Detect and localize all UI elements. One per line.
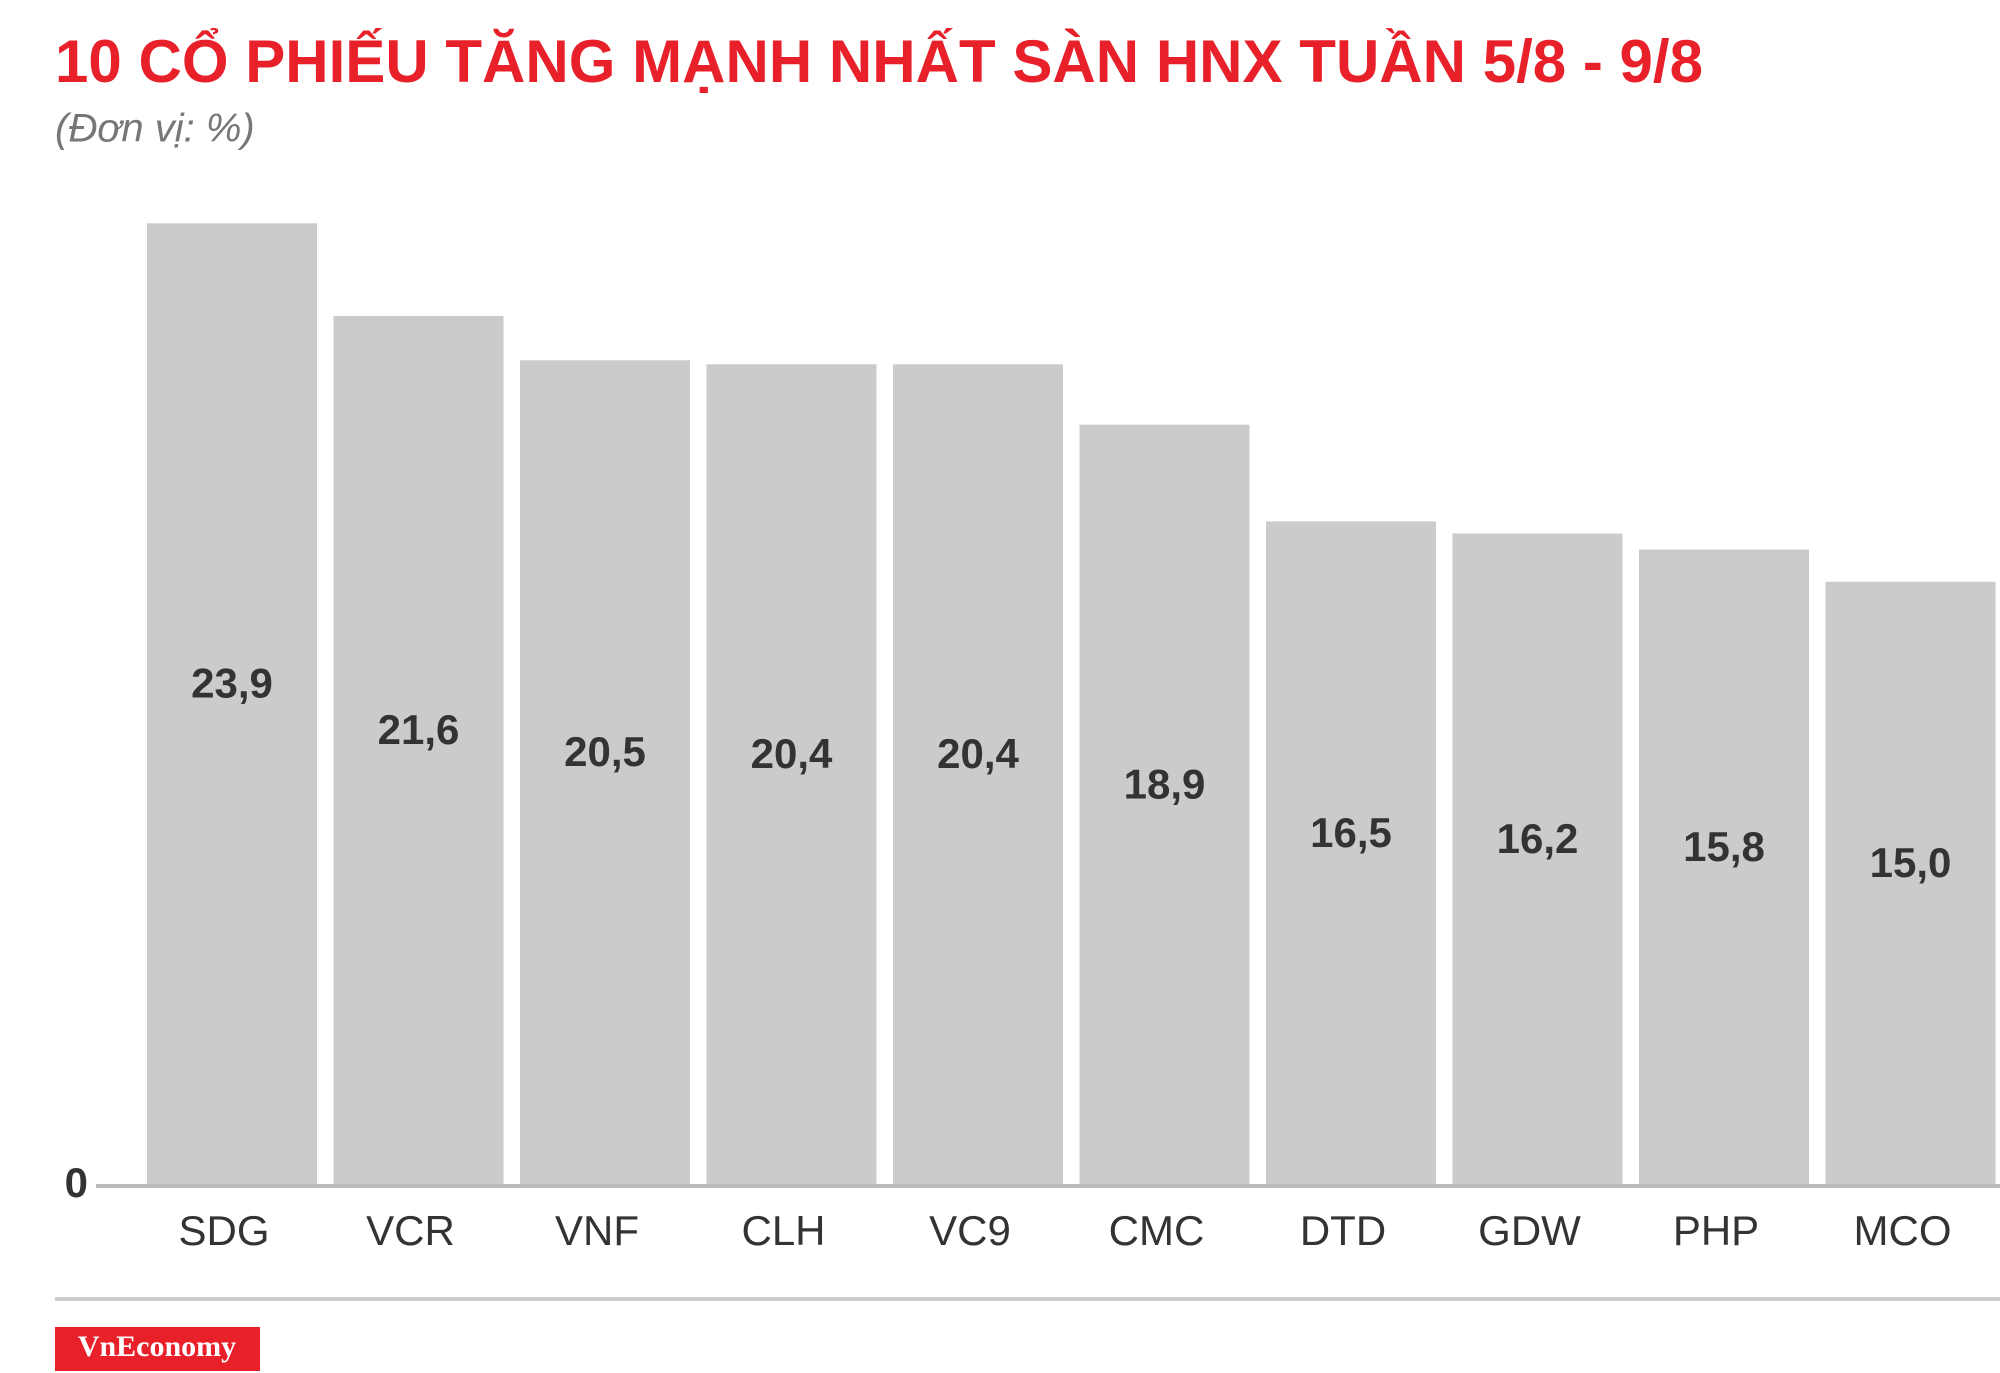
- x-tick-label: VCR: [366, 1207, 455, 1254]
- value-label: 20,5: [564, 728, 646, 775]
- value-label: 20,4: [937, 730, 1019, 777]
- y-tick-label: 0: [65, 1159, 88, 1206]
- bar: [147, 223, 317, 1187]
- value-label: 18,9: [1124, 760, 1206, 807]
- bar: [1825, 581, 1996, 1186]
- value-label: 20,4: [751, 730, 833, 777]
- x-tick-label: MCO: [1854, 1207, 1952, 1254]
- x-tick-label: PHP: [1673, 1207, 1759, 1254]
- value-label: 21,6: [378, 706, 460, 753]
- value-label: 16,2: [1497, 815, 1579, 862]
- brand-box: [55, 1327, 260, 1371]
- x-tick-label: VNF: [555, 1207, 639, 1254]
- bar: [893, 364, 1063, 1187]
- x-tick-label: CLH: [741, 1207, 825, 1254]
- bar: [333, 315, 504, 1186]
- brand: VnEconomy: [78, 1330, 236, 1363]
- value-label: 15,0: [1870, 839, 1952, 886]
- bar: [520, 360, 690, 1186]
- x-tick-label: VC9: [929, 1207, 1011, 1254]
- bar: [1452, 533, 1623, 1186]
- value-label: 16,5: [1310, 809, 1392, 856]
- value-label: 23,9: [191, 660, 273, 707]
- bar: [706, 364, 877, 1187]
- x-tick-label: SDG: [178, 1207, 269, 1254]
- chart-title: 10 CỔ PHIẾU TĂNG MẠNH NHẤT SÀN HNX TUẦN …: [55, 28, 1703, 95]
- x-tick-label: GDW: [1478, 1207, 1581, 1254]
- x-tick-label: CMC: [1109, 1207, 1205, 1254]
- bar: [1639, 549, 1809, 1186]
- x-tick-label: DTD: [1300, 1207, 1386, 1254]
- bar: [1266, 521, 1436, 1186]
- bar: [1079, 424, 1250, 1186]
- chart-subtitle: (Đơn vị: %): [55, 107, 255, 151]
- value-label: 15,8: [1683, 823, 1765, 870]
